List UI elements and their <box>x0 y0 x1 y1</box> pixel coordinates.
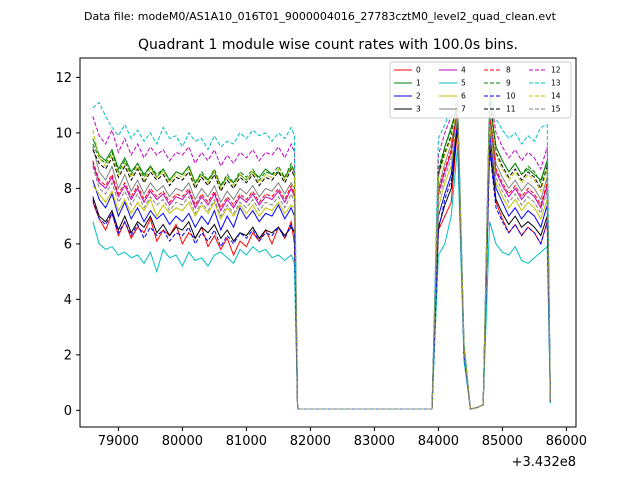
chart-suptitle: Data file: modeM0/AS1A10_016T01_90000040… <box>84 10 557 23</box>
x-tick-label: 82000 <box>290 434 331 449</box>
y-tick-label: 0 <box>64 404 72 419</box>
x-tick-label: 86000 <box>546 434 587 449</box>
x-tick-label: 79000 <box>98 434 139 449</box>
series-line-6 <box>92 116 551 410</box>
legend-frame <box>389 61 572 119</box>
x-tick-label: 80000 <box>162 434 203 449</box>
axes-frame <box>79 57 577 428</box>
series-line-0 <box>92 127 551 410</box>
legend-label-5: 5 <box>461 79 466 88</box>
x-offset-label: +3.432e8 <box>512 455 576 470</box>
legend-label-3: 3 <box>416 105 421 114</box>
legend-label-4: 4 <box>461 66 466 75</box>
legend-label-2: 2 <box>416 92 421 101</box>
x-tick-label: 85000 <box>482 434 523 449</box>
legend-label-6: 6 <box>461 92 466 101</box>
series-line-9 <box>92 96 551 410</box>
series-line-2 <box>92 118 551 410</box>
legend-label-9: 9 <box>506 79 511 88</box>
y-tick-label: 12 <box>55 71 72 86</box>
series-line-7 <box>92 107 551 410</box>
legend-label-12: 12 <box>551 66 561 75</box>
legend-label-13: 13 <box>551 79 561 88</box>
legend-label-1: 1 <box>416 79 421 88</box>
series-line-3 <box>92 124 551 410</box>
legend-label-10: 10 <box>506 92 516 101</box>
legend-label-7: 7 <box>461 105 466 114</box>
series-line-15 <box>92 113 551 410</box>
chart-title: Quadrant 1 module wise count rates with … <box>138 37 518 53</box>
series-line-13 <box>92 88 551 410</box>
legend-label-14: 14 <box>551 92 561 101</box>
series-line-4 <box>92 110 551 410</box>
y-tick-label: 8 <box>64 182 72 197</box>
x-tick-label: 83000 <box>354 434 395 449</box>
x-tick-label: 81000 <box>226 434 267 449</box>
legend-label-0: 0 <box>416 66 421 75</box>
series-line-10 <box>92 121 551 410</box>
legend-label-11: 11 <box>506 105 516 114</box>
y-tick-label: 10 <box>55 126 72 141</box>
y-tick-label: 6 <box>64 237 72 252</box>
legend-label-8: 8 <box>506 66 511 75</box>
legend-label-15: 15 <box>551 105 561 114</box>
series-line-5 <box>92 146 551 410</box>
series-line-12 <box>92 91 551 410</box>
x-tick-label: 84000 <box>418 434 459 449</box>
series-line-14 <box>92 105 551 410</box>
ticks-layer: 79000 80000 81000 82000 83000 84000 85000 86000… <box>55 71 587 449</box>
series-line-8 <box>92 107 551 410</box>
series-layer <box>92 88 551 410</box>
y-tick-label: 4 <box>64 293 72 308</box>
y-tick-label: 2 <box>64 348 72 363</box>
